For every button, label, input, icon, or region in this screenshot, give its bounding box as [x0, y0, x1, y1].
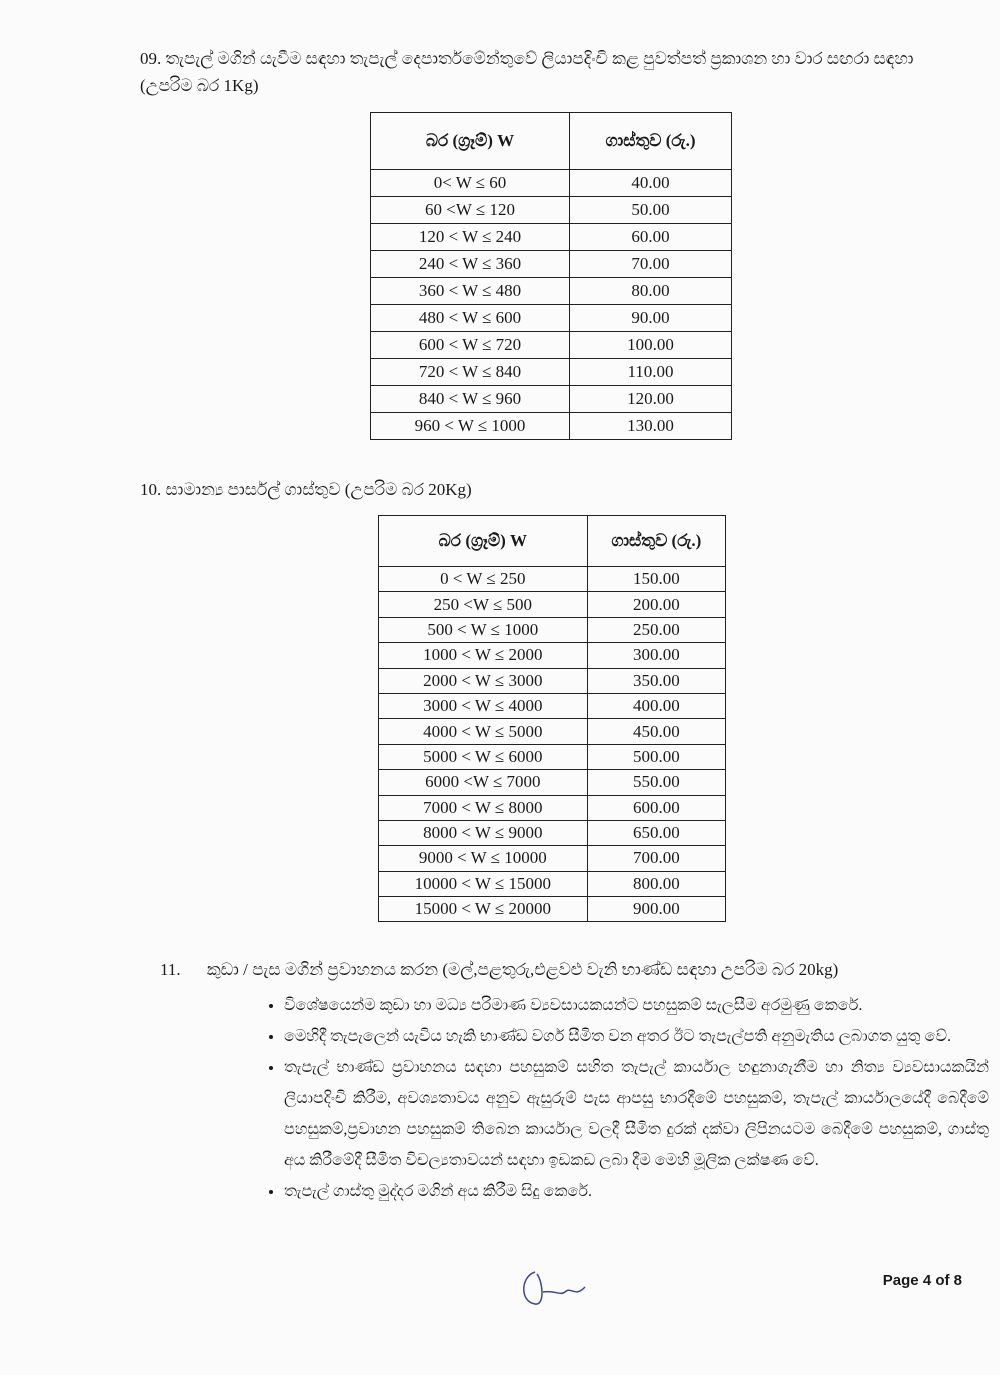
table-row: 0 < W ≤ 250 150.00	[378, 565, 727, 593]
table-row: 8000 < W ≤ 9000 650.00	[378, 819, 727, 847]
weight-cell: 7000 < W ≤ 8000	[378, 794, 588, 821]
bullet-item: තැපැල් ගාස්තු මුද්දර මගින් අය කිරීම සිදු…	[284, 1176, 989, 1207]
table-row: 500 < W ≤ 1000 250.00	[378, 616, 727, 644]
fee-cell: 700.00	[586, 845, 727, 872]
section-number: 09.	[140, 49, 162, 68]
fee-cell: 250.00	[586, 616, 727, 644]
table-row: 3000 < W ≤ 4000 400.00	[378, 692, 727, 720]
weight-cell: 960 < W ≤ 1000	[370, 412, 570, 440]
fee-cell: 70.00	[569, 250, 732, 278]
section-11-heading: 11. කුඩා / පැස මගින් ප්‍රවාහනය කරන (මල්,…	[160, 956, 838, 983]
fee-cell: 550.00	[586, 769, 727, 796]
page-label: Page	[882, 1272, 923, 1289]
weight-cell: 360 < W ≤ 480	[370, 277, 570, 305]
fee-cell: 800.00	[586, 870, 727, 898]
section-number: 11.	[160, 960, 181, 979]
fee-cell: 120.00	[569, 385, 732, 413]
weight-cell: 10000 < W ≤ 15000	[378, 870, 588, 898]
weight-cell: 9000 < W ≤ 10000	[378, 845, 588, 872]
section-10-heading: 10. සාමාන්‍ය පාර්සල් ගාස්තුව (උපරිම බර 2…	[140, 476, 472, 503]
fee-cell: 900.00	[586, 896, 727, 923]
weight-cell: 250 <W ≤ 500	[378, 591, 588, 618]
table-row: 360 < W ≤ 480 80.00	[370, 277, 732, 305]
fee-cell: 650.00	[586, 819, 727, 847]
newspaper-rate-table: බර (ග්‍රෑම්) W ගාස්තුව (රු.) 0< W ≤ 60 40.…	[370, 112, 732, 440]
table-row: 9000 < W ≤ 10000 700.00	[378, 845, 727, 872]
weight-cell: 0 < W ≤ 250	[378, 565, 588, 593]
table-row: 120 < W ≤ 240 60.00	[370, 223, 732, 251]
bullet-item: විශේෂයෙන්ම කුඩා හා මධ්‍ය පරිමාණ ව්‍යවසාය…	[284, 990, 989, 1021]
weight-cell: 15000 < W ≤ 20000	[378, 896, 588, 923]
table-row: 240 < W ≤ 360 70.00	[370, 250, 732, 278]
weight-cell: 3000 < W ≤ 4000	[378, 692, 588, 720]
weight-cell: 500 < W ≤ 1000	[378, 616, 588, 644]
section-number: 10.	[140, 480, 162, 499]
fee-cell: 200.00	[586, 591, 727, 618]
table-row: 1000 < W ≤ 2000 300.00	[378, 642, 727, 669]
table-row: 840 < W ≤ 960 120.00	[370, 385, 732, 413]
section-11-bullets: විශේෂයෙන්ම කුඩා හා මධ්‍ය පරිමාණ ව්‍යවසාය…	[260, 990, 989, 1207]
fee-cell: 300.00	[586, 642, 727, 669]
weight-header: බර (ග්‍රෑම්) W	[378, 515, 588, 567]
fee-header: ගාස්තුව (රු.)	[586, 515, 727, 567]
fee-cell: 100.00	[569, 331, 732, 359]
table-row: 10000 < W ≤ 15000 800.00	[378, 870, 727, 898]
weight-cell: 5000 < W ≤ 6000	[378, 743, 588, 771]
weight-cell: 8000 < W ≤ 9000	[378, 819, 588, 847]
fee-cell: 450.00	[586, 718, 727, 745]
weight-cell: 4000 < W ≤ 5000	[378, 718, 588, 745]
weight-cell: 480 < W ≤ 600	[370, 304, 570, 332]
weight-cell: 1000 < W ≤ 2000	[378, 642, 588, 669]
weight-cell: 120 < W ≤ 240	[370, 223, 570, 251]
table-row: 250 <W ≤ 500 200.00	[378, 591, 727, 618]
weight-cell: 60 <W ≤ 120	[370, 196, 570, 224]
fee-cell: 40.00	[569, 169, 732, 197]
section-title: සාමාන්‍ය පාර්සල් ගාස්තුව (උපරිම බර 20Kg)	[165, 480, 472, 499]
table-row: 600 < W ≤ 720 100.00	[370, 331, 732, 359]
table-row: 480 < W ≤ 600 90.00	[370, 304, 732, 332]
weight-cell: 6000 <W ≤ 7000	[378, 769, 588, 796]
fee-cell: 130.00	[569, 412, 732, 440]
fee-header: ගාස්තුව (රු.)	[569, 112, 732, 170]
table-row: 2000 < W ≤ 3000 350.00	[378, 667, 727, 694]
weight-cell: 2000 < W ≤ 3000	[378, 667, 588, 694]
fee-cell: 350.00	[586, 667, 727, 694]
page-number: Page 4 of 8	[883, 1272, 962, 1289]
bullet-item: මෙහිදී තැපැලෙන් යැවිය හැකි භාණ්ඩ වර්ග සී…	[284, 1021, 989, 1052]
fee-cell: 600.00	[586, 794, 727, 821]
weight-cell: 600 < W ≤ 720	[370, 331, 570, 359]
section-title: තැපැල් මගින් යැවීම සඳහා තැපැල් දෙපාර්තමේ…	[140, 49, 914, 95]
fee-cell: 60.00	[569, 223, 732, 251]
table-row: 60 <W ≤ 120 50.00	[370, 196, 732, 224]
table-row: 4000 < W ≤ 5000 450.00	[378, 718, 727, 745]
fee-cell: 150.00	[586, 565, 727, 593]
weight-cell: 720 < W ≤ 840	[370, 358, 570, 386]
section-title: කුඩා / පැස මගින් ප්‍රවාහනය කරන (මල්,පළතු…	[206, 960, 839, 979]
weight-cell: 840 < W ≤ 960	[370, 385, 570, 413]
fee-cell: 500.00	[586, 743, 727, 771]
weight-header: බර (ග්‍රෑම්) W	[370, 112, 570, 170]
fee-cell: 50.00	[569, 196, 732, 224]
table-row: 15000 < W ≤ 20000 900.00	[378, 896, 727, 923]
signature	[523, 1271, 586, 1305]
weight-cell: 240 < W ≤ 360	[370, 250, 570, 278]
parcel-rate-table: බර (ග්‍රෑම්) W ගාස්තුව (රු.) 0 < W ≤ 250 1…	[378, 515, 727, 923]
bullet-item: තැපැල් භාණ්ඩ ප්‍රවාහනය සඳහා පහසුකම් සහිත…	[284, 1052, 989, 1176]
table-row: 7000 < W ≤ 8000 600.00	[378, 794, 727, 821]
page-sep: of	[931, 1272, 954, 1289]
fee-cell: 110.00	[569, 358, 732, 386]
fee-cell: 80.00	[569, 277, 732, 305]
table-row: 960 < W ≤ 1000 130.00	[370, 412, 732, 440]
section-9-heading: 09. තැපැල් මගින් යැවීම සඳහා තැපැල් දෙපාර…	[140, 45, 940, 99]
fee-cell: 90.00	[569, 304, 732, 332]
table-row: 0< W ≤ 60 40.00	[370, 169, 732, 197]
table-row: 6000 <W ≤ 7000 550.00	[378, 769, 727, 796]
table-row: 720 < W ≤ 840 110.00	[370, 358, 732, 386]
total-pages: 8	[953, 1272, 962, 1289]
weight-cell: 0< W ≤ 60	[370, 169, 570, 197]
fee-cell: 400.00	[586, 692, 727, 720]
table-row: 5000 < W ≤ 6000 500.00	[378, 743, 727, 771]
current-page: 4	[922, 1272, 932, 1289]
